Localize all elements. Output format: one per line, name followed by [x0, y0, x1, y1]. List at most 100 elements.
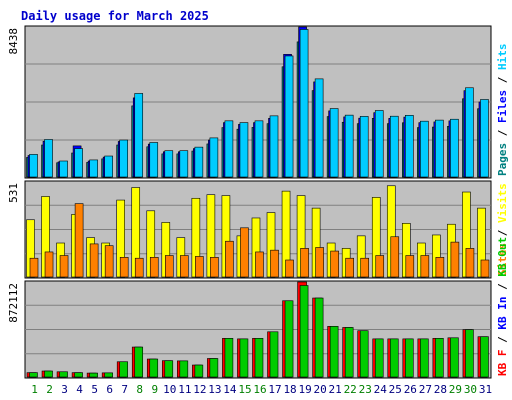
legend-separator: /: [496, 70, 509, 90]
kb-in-bar: [254, 338, 264, 378]
kb-in-bar: [284, 300, 294, 378]
kb-in-bar: [299, 285, 309, 378]
sites-bar: [375, 255, 385, 278]
legend-entry: Files: [496, 90, 509, 123]
sites-bar: [360, 257, 370, 278]
sites-bar: [104, 245, 114, 278]
legend-entry: KB Out: [496, 237, 509, 277]
x-tick-label: 11: [178, 383, 191, 396]
kb-in-bar: [134, 346, 144, 378]
hits-bar: [344, 114, 354, 178]
sites-bar: [255, 251, 264, 278]
sites-bar: [119, 257, 129, 278]
hits-bar: [254, 120, 264, 178]
sites-bar: [240, 227, 249, 278]
kb-in-bar: [435, 338, 444, 378]
kb-in-bar: [405, 338, 414, 378]
hits-bar: [44, 139, 53, 178]
sites-bar: [89, 243, 99, 278]
hits-bar: [119, 139, 128, 178]
legend-separator: /: [496, 277, 509, 297]
kb-in-bar: [269, 331, 279, 378]
legend-middle: Sites / Visits: [496, 183, 509, 276]
legend-separator: /: [496, 330, 509, 350]
hits-bar: [149, 142, 159, 178]
x-tick-label: 22: [344, 383, 357, 396]
legend-bottom: KB F / KB In / KB Out: [496, 237, 509, 376]
x-tick-label: 15: [238, 383, 251, 396]
panel-top: 8438 Pages / Files / Hits: [7, 25, 509, 179]
hits-bar: [374, 110, 384, 178]
hits-bar: [164, 150, 174, 178]
x-tick-label: 8: [136, 383, 143, 396]
hits-bar: [359, 116, 369, 178]
sites-bar: [390, 236, 400, 278]
x-tick-label: 31: [479, 383, 492, 396]
hits-bar: [329, 108, 339, 178]
sites-bar: [435, 257, 445, 278]
legend-entry: Visits: [496, 183, 509, 223]
x-tick-label: 24: [374, 383, 388, 396]
kb-in-bar: [389, 338, 399, 378]
legend-top: Pages / Files / Hits: [496, 44, 509, 177]
kb-in-bar: [465, 329, 474, 378]
sites-bar: [405, 255, 415, 278]
sites-bar: [29, 257, 39, 278]
kb-in-bar: [374, 338, 384, 378]
sites-bar: [149, 257, 159, 278]
x-tick-label: 17: [268, 383, 281, 396]
x-tick-label: 28: [434, 383, 447, 396]
y-max-label-top: 8438: [7, 28, 20, 55]
x-tick-label: 5: [91, 383, 98, 396]
x-tick-label: 26: [404, 383, 417, 396]
x-tick-label: 27: [419, 383, 432, 396]
hits-bar: [89, 159, 98, 178]
chart-title: Daily usage for March 2025: [21, 9, 209, 23]
sites-bar: [195, 256, 204, 278]
x-tick-label: 9: [151, 383, 158, 396]
y-max-label-middle: 531: [7, 183, 20, 203]
kb-in-bar: [344, 327, 354, 378]
sites-bar: [345, 257, 354, 278]
x-tick-label: 3: [61, 383, 68, 396]
sites-bar: [74, 203, 84, 278]
sites-bar: [315, 247, 324, 278]
hits-bar: [239, 122, 249, 178]
sites-bar: [450, 241, 460, 278]
kb-in-bar: [359, 330, 369, 378]
hits-bar: [389, 115, 399, 178]
kb-in-bar: [329, 326, 339, 378]
hits-bar: [209, 137, 219, 178]
kb-in-bar: [89, 372, 98, 378]
sites-bar: [420, 255, 430, 278]
kb-in-bar: [29, 372, 38, 378]
hits-bar: [299, 29, 309, 178]
x-tick-label: 29: [449, 383, 462, 396]
hits-bar: [179, 150, 189, 178]
sites-bar: [480, 259, 490, 278]
hits-bar: [29, 154, 38, 178]
hits-bar: [224, 120, 234, 178]
x-tick-label: 13: [208, 383, 221, 396]
hits-bar: [435, 119, 444, 178]
kb-in-bar: [104, 372, 113, 378]
hits-bar: [59, 160, 68, 178]
sites-bar: [330, 250, 339, 278]
sites-bar: [59, 255, 69, 278]
kb-in-bar: [420, 338, 429, 378]
hits-bar: [450, 118, 459, 178]
sites-bar: [300, 248, 309, 278]
x-tick-label: 12: [193, 383, 206, 396]
x-tick-label: 6: [106, 383, 113, 396]
legend-entry: KB F: [496, 350, 509, 377]
sites-bar: [210, 257, 219, 278]
panel-middle: 531 Sites / Visits: [7, 180, 509, 279]
hits-bar: [104, 155, 113, 178]
x-tick-label: 7: [121, 383, 128, 396]
legend-entry: Sites: [496, 243, 509, 276]
x-tick-label: 18: [283, 383, 296, 396]
x-tick-label: 4: [76, 383, 83, 396]
kb-in-bar: [314, 297, 324, 378]
sites-bar: [164, 255, 174, 278]
